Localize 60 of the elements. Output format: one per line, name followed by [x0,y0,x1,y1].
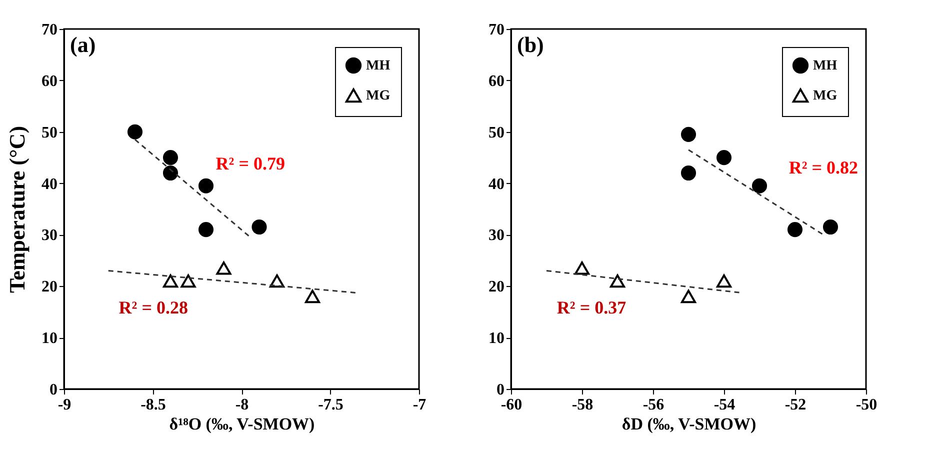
point [822,219,838,235]
chart-title: (a) [70,32,96,57]
chart-title: (b) [517,32,544,57]
y-tick-label: 10 [488,330,504,348]
legend-label: MG [813,88,838,104]
point [574,261,590,275]
y-tick-label: 0 [496,382,504,398]
x-tick-label: -7.5 [318,396,344,414]
x-tick-label: -58 [572,396,594,414]
legend-label: MH [813,58,838,74]
point [180,274,196,288]
point [716,150,732,166]
x-tick-label: -52 [784,396,806,414]
y-tick-label: 60 [488,72,504,90]
y-tick-label: 20 [488,278,504,296]
point [610,274,626,288]
point [680,290,696,304]
y-tick-label: 50 [488,124,504,142]
x-tick-label: -9 [58,396,72,414]
x-tick-label: -7 [412,396,426,414]
point [752,178,768,194]
legend-label: MG [366,88,390,104]
y-tick-label: 70 [42,22,58,38]
point [716,274,732,288]
annotation: R² = 0.82 [788,157,858,178]
point [162,150,178,166]
y-tick-label: 70 [488,22,504,38]
point [162,165,178,181]
point [252,219,267,235]
legend-label: MH [366,58,390,74]
y-tick-label: 40 [42,176,58,193]
point [680,165,696,181]
point [198,222,214,238]
x-tick-label: -8.5 [140,396,166,414]
point [127,124,143,140]
y-tick-label: 10 [42,330,58,348]
point [216,261,232,275]
y-tick-label: 20 [42,278,58,296]
y-tick-label: 0 [50,382,58,398]
y-tick-label: 40 [488,176,504,193]
annotation: R² = 0.79 [216,153,285,174]
point [787,222,803,238]
x-tick-label: -54 [714,396,736,414]
y-tick-label: 30 [42,227,58,244]
x-tick-label: -50 [856,396,878,414]
y-tick-label: 60 [42,72,58,90]
y-tick-label: 50 [42,124,58,142]
x-axis-title: δ¹⁸O (‰, V-SMOW) [169,414,315,434]
annotation: R² = 0.37 [556,298,626,318]
x-tick-label: -8 [235,396,249,414]
x-axis-title: δD (‰, V-SMOW) [622,414,756,434]
x-tick-label: -56 [642,396,664,414]
y-axis-title: Temperature (°C) [4,126,30,294]
point [198,178,214,194]
point [304,290,320,304]
x-tick-label: -60 [500,396,522,414]
point [162,274,178,288]
y-tick-label: 30 [488,227,504,244]
annotation: R² = 0.28 [118,298,188,318]
point [680,126,696,142]
